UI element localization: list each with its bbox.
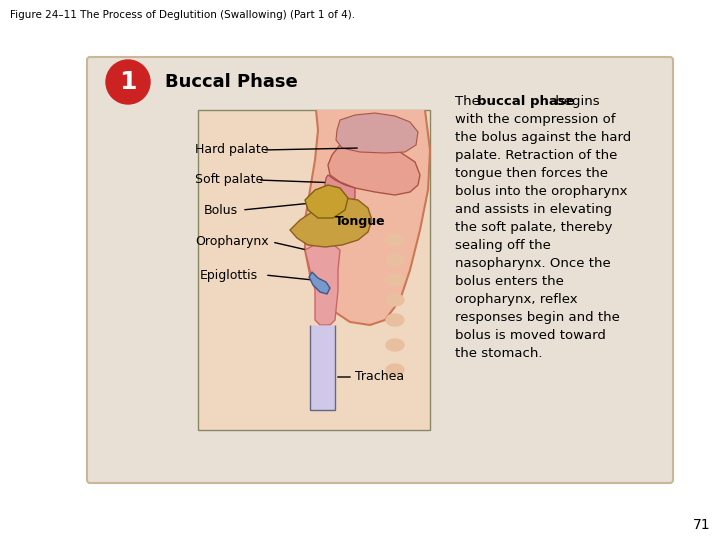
PathPatch shape <box>305 242 340 325</box>
Text: palate. Retraction of the: palate. Retraction of the <box>455 149 617 162</box>
PathPatch shape <box>328 142 420 195</box>
FancyBboxPatch shape <box>87 57 673 483</box>
Text: the soft palate, thereby: the soft palate, thereby <box>455 221 613 234</box>
Text: oropharynx, reflex: oropharynx, reflex <box>455 293 577 306</box>
Text: responses begin and the: responses begin and the <box>455 311 620 324</box>
FancyBboxPatch shape <box>198 110 430 430</box>
Ellipse shape <box>386 274 404 286</box>
Text: Soft palate: Soft palate <box>195 173 264 186</box>
Text: Bolus: Bolus <box>204 204 238 217</box>
Text: bolus is moved toward: bolus is moved toward <box>455 329 606 342</box>
Text: Buccal Phase: Buccal Phase <box>165 73 298 91</box>
Text: 1: 1 <box>120 70 137 94</box>
Text: bolus into the oropharynx: bolus into the oropharynx <box>455 185 628 198</box>
Ellipse shape <box>386 294 404 306</box>
PathPatch shape <box>336 113 418 153</box>
PathPatch shape <box>290 198 372 247</box>
Ellipse shape <box>386 314 404 326</box>
Ellipse shape <box>386 254 404 266</box>
PathPatch shape <box>310 325 335 410</box>
Text: Oropharynx: Oropharynx <box>195 235 269 248</box>
Text: the stomach.: the stomach. <box>455 347 542 360</box>
PathPatch shape <box>305 110 430 325</box>
Text: 71: 71 <box>693 518 710 532</box>
Ellipse shape <box>386 234 404 246</box>
Ellipse shape <box>386 364 404 376</box>
Text: Figure 24–11 The Process of Deglutition (Swallowing) (Part 1 of 4).: Figure 24–11 The Process of Deglutition … <box>10 10 355 20</box>
Text: Hard palate: Hard palate <box>195 144 269 157</box>
Text: the bolus against the hard: the bolus against the hard <box>455 131 631 144</box>
Text: tongue then forces the: tongue then forces the <box>455 167 608 180</box>
Text: bolus enters the: bolus enters the <box>455 275 564 288</box>
Text: with the compression of: with the compression of <box>455 113 616 126</box>
PathPatch shape <box>305 185 348 218</box>
Text: Epiglottis: Epiglottis <box>200 268 258 281</box>
Circle shape <box>106 60 150 104</box>
Ellipse shape <box>386 339 404 351</box>
Text: The: The <box>455 95 484 108</box>
Text: begins: begins <box>551 95 600 108</box>
PathPatch shape <box>309 272 330 294</box>
Text: nasopharynx. Once the: nasopharynx. Once the <box>455 257 611 270</box>
PathPatch shape <box>325 175 355 203</box>
Text: and assists in elevating: and assists in elevating <box>455 203 612 216</box>
Text: sealing off the: sealing off the <box>455 239 551 252</box>
Text: buccal phase: buccal phase <box>477 95 575 108</box>
Text: Tongue: Tongue <box>335 215 385 228</box>
Text: Trachea: Trachea <box>355 370 404 383</box>
